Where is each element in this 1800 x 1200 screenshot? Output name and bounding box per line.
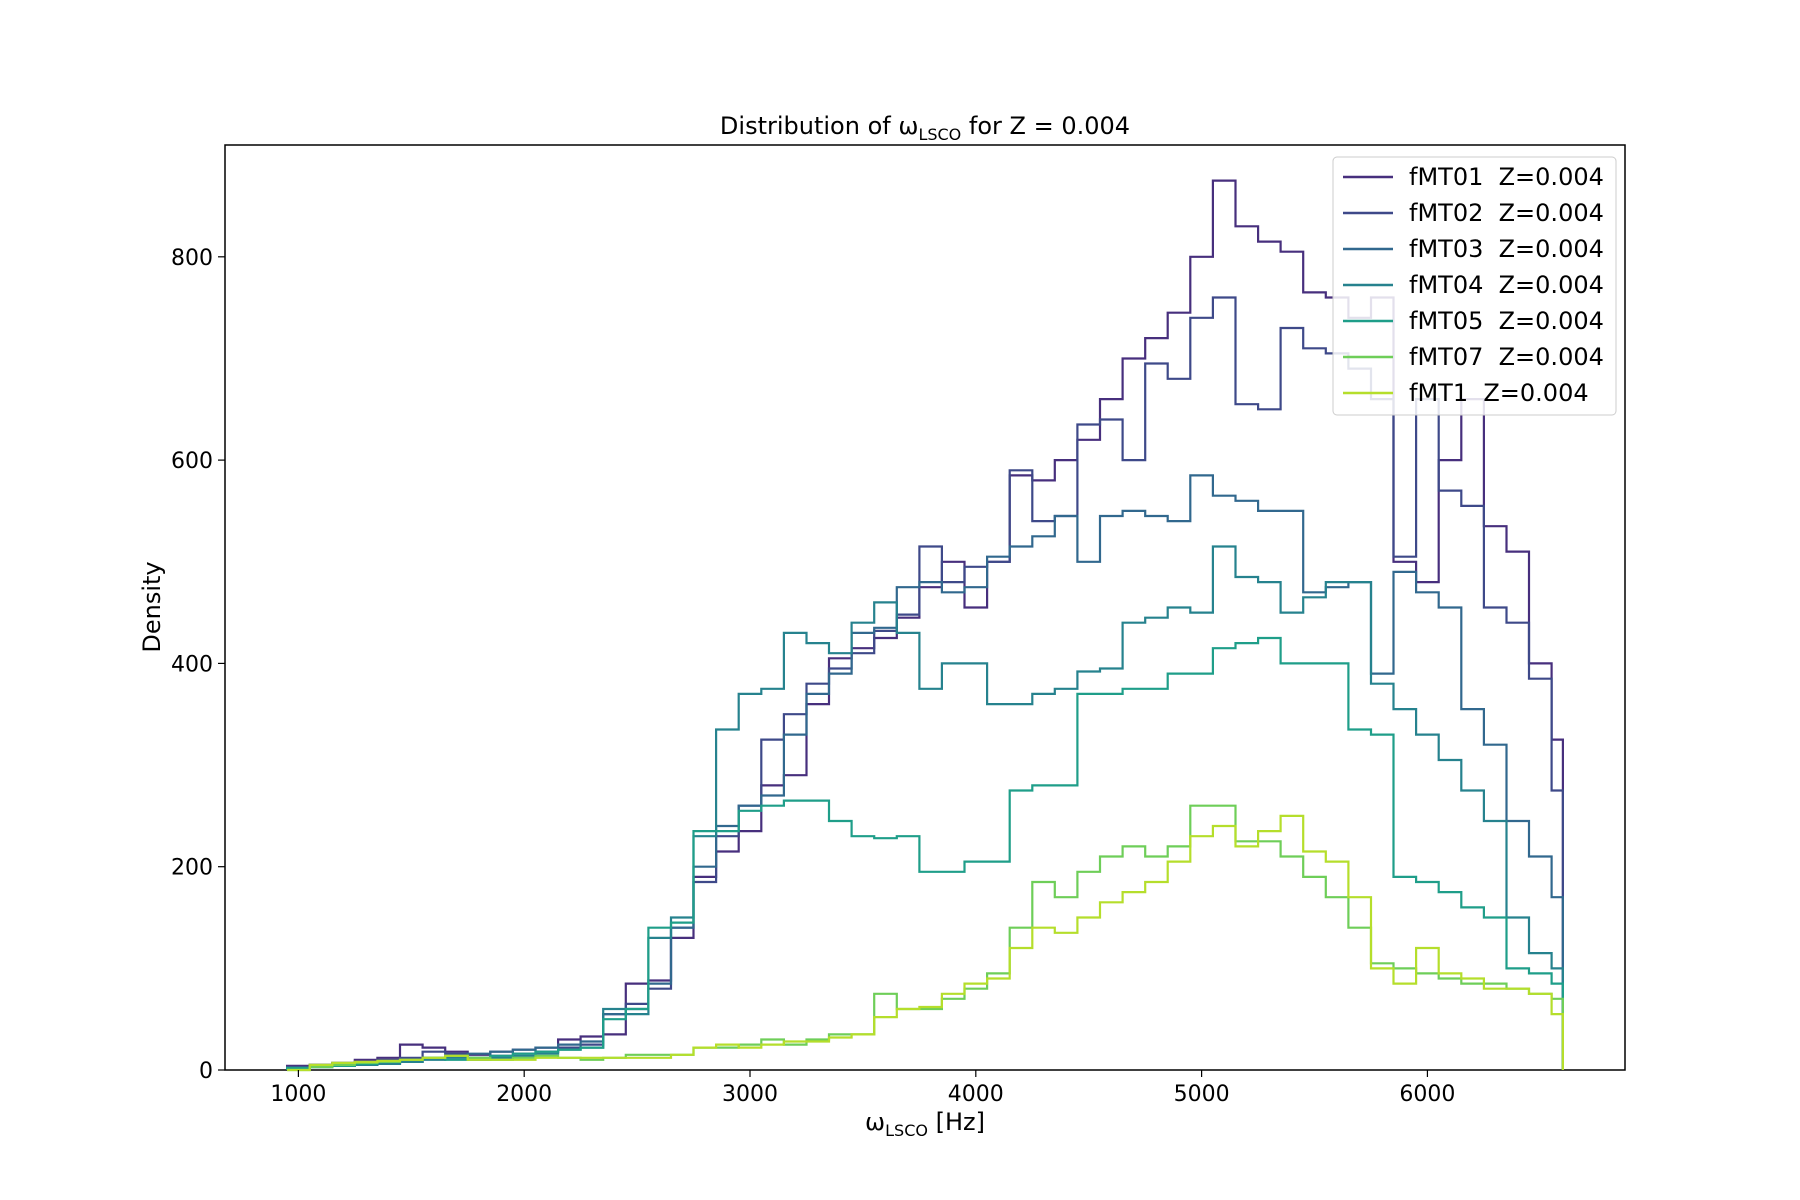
y-tick-label-4: 800 — [171, 246, 213, 271]
y-axis-label: Density — [138, 561, 166, 652]
x-tick-label-5: 6000 — [1399, 1082, 1455, 1107]
y-axis: 0 200 400 600 800 — [171, 246, 225, 1084]
legend-label-0: fMT01 Z=0.004 — [1409, 163, 1604, 191]
x-tick-label-4: 5000 — [1174, 1082, 1230, 1107]
x-axis: 1000 2000 3000 4000 5000 6000 — [270, 1070, 1455, 1107]
x-tick-label-0: 1000 — [270, 1082, 326, 1107]
chart-title: Distribution of ωLSCO for Z = 0.004 — [720, 112, 1130, 144]
legend-label-1: fMT02 Z=0.004 — [1409, 199, 1604, 227]
y-tick-label-2: 400 — [171, 652, 213, 677]
series-layer — [286, 179, 1564, 1072]
x-tick-label-2: 3000 — [722, 1082, 778, 1107]
legend-label-3: fMT04 Z=0.004 — [1409, 271, 1604, 299]
series-line-6 — [287, 814, 1564, 1072]
y-tick-label-1: 200 — [171, 856, 213, 881]
legend: fMT01 Z=0.004 fMT02 Z=0.004 fMT03 Z=0.004 f… — [1332, 156, 1617, 416]
x-tick-label-1: 2000 — [496, 1082, 552, 1107]
legend-label-4: fMT05 Z=0.004 — [1409, 307, 1604, 335]
legend-box — [1332, 156, 1617, 416]
y-tick-label-0: 0 — [199, 1059, 213, 1084]
legend-label-5: fMT07 Z=0.004 — [1409, 343, 1604, 371]
x-tick-label-3: 4000 — [948, 1082, 1004, 1107]
legend-label-2: fMT03 Z=0.004 — [1409, 235, 1604, 263]
y-tick-label-3: 600 — [171, 449, 213, 474]
x-axis-label: ωLSCO [Hz] — [865, 1108, 985, 1140]
legend-label-6: fMT1 Z=0.004 — [1409, 379, 1589, 407]
